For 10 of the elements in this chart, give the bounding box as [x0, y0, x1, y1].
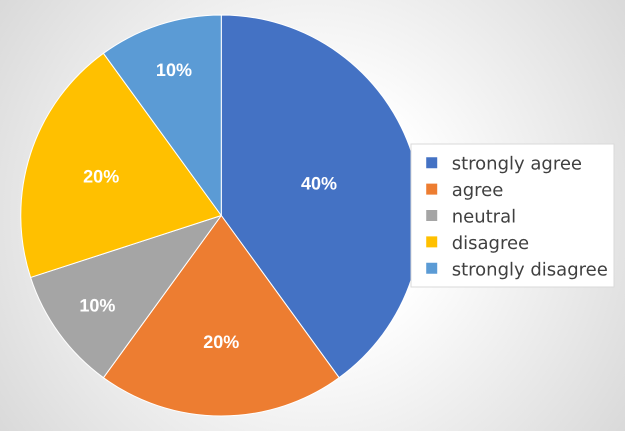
legend-label: agree: [452, 180, 504, 202]
legend-label: strongly disagree: [452, 259, 608, 280]
data-label: 20%: [203, 332, 240, 352]
legend-label: neutral: [452, 206, 516, 228]
legend-label: strongly agree: [452, 154, 582, 175]
data-label: 10%: [156, 60, 192, 80]
data-label: 10%: [79, 296, 116, 316]
data-label: 40%: [301, 174, 338, 194]
data-label: 20%: [83, 166, 120, 186]
legend-label: disagree: [452, 232, 530, 254]
